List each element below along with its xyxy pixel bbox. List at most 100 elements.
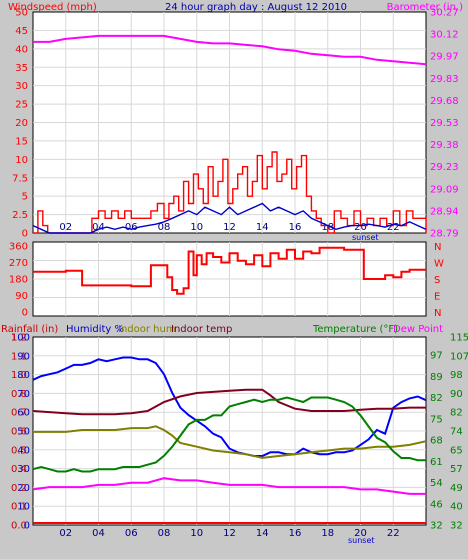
windspeed-tick: 45 bbox=[15, 26, 28, 37]
x-tick-label: 04 bbox=[92, 528, 105, 539]
temp-outer-tick: 32 bbox=[450, 521, 463, 532]
x-tick-label: 22 bbox=[387, 528, 400, 539]
rainfall-tick: 0.1 bbox=[11, 502, 27, 513]
x-tick-label: 08 bbox=[158, 528, 171, 539]
compass-letter: W bbox=[434, 259, 444, 270]
x-tick-label: 20 bbox=[354, 222, 367, 233]
temp-inner-tick: 54 bbox=[430, 478, 443, 489]
barometer-tick: 29.83 bbox=[430, 74, 459, 85]
compass-letter: N bbox=[434, 242, 441, 253]
humidity-tick: 60 bbox=[17, 408, 30, 419]
temp-inner-tick: 97 bbox=[430, 351, 443, 362]
direction-tick: 0 bbox=[22, 308, 28, 319]
windspeed-tick: 40 bbox=[15, 44, 28, 55]
windspeed-tick: 10 bbox=[15, 155, 28, 166]
rainfall-tick: 0.4 bbox=[11, 464, 27, 475]
series-dew-line bbox=[32, 477, 426, 495]
temp-sunset-label: sunset bbox=[348, 536, 375, 545]
rainfall-tick: 1.1 bbox=[11, 351, 27, 362]
x-tick-label: 16 bbox=[289, 222, 302, 233]
rainfall-tick: 1.2 bbox=[11, 333, 27, 344]
panel-wind-barometer: Windspeed (mph) 24 hour graph day : Augu… bbox=[8, 2, 463, 242]
chart-title: 24 hour graph day : August 12 2010 bbox=[165, 2, 347, 13]
barometer-tick-labels: 28.79 28.94 29.09 29.23 29.38 29.53 29.68 29.83… bbox=[430, 8, 459, 240]
wind-x-tick-labels: 02 04 06 08 10 12 14 16 18 20 22 bbox=[59, 222, 399, 233]
humidity-tick: 80 bbox=[17, 370, 30, 381]
barometer-tick: 29.97 bbox=[430, 52, 459, 63]
temp-outer-tick: 90 bbox=[450, 389, 463, 400]
barometer-tick: 29.09 bbox=[430, 184, 459, 195]
barometer-tick: 29.23 bbox=[430, 162, 459, 173]
barometer-tick: 29.68 bbox=[430, 96, 459, 107]
x-tick-label: 10 bbox=[190, 528, 203, 539]
x-tick-label: 14 bbox=[256, 222, 269, 233]
series-temp-line bbox=[32, 396, 426, 473]
x-tick-label: 08 bbox=[158, 222, 171, 233]
direction-grid bbox=[33, 242, 426, 316]
x-tick-label: 12 bbox=[223, 222, 236, 233]
series-hum-line bbox=[32, 356, 427, 457]
humidity-tick: 100 bbox=[11, 333, 30, 344]
humidity-tick: 70 bbox=[17, 389, 30, 400]
temp-inner-tick: 75 bbox=[430, 414, 443, 425]
humidity-tick: 90 bbox=[17, 351, 30, 362]
direction-series bbox=[33, 246, 426, 295]
temp-grid bbox=[33, 337, 426, 525]
temp-outer-tick: 74 bbox=[450, 427, 463, 438]
temp-inner-tick: 82 bbox=[430, 393, 443, 404]
humidity-label: Humidity % bbox=[66, 324, 124, 335]
x-tick-label: 04 bbox=[92, 222, 105, 233]
humidity-tick: 20 bbox=[17, 483, 30, 494]
direction-tick: 180 bbox=[9, 275, 28, 286]
windspeed-tick: 30 bbox=[15, 81, 28, 92]
series-gust-line bbox=[33, 151, 427, 234]
humidity-tick: 10 bbox=[17, 502, 30, 513]
humidity-tick: 40 bbox=[17, 445, 30, 456]
indoor-temp-label: Indoor temp bbox=[171, 324, 232, 335]
series-avg-line bbox=[32, 202, 427, 234]
barometer-tick: 30.12 bbox=[430, 30, 459, 41]
temperature-label: Temperature (°F) bbox=[312, 324, 398, 335]
wind-sunset-label: sunset bbox=[352, 233, 379, 242]
series-ihum-line bbox=[33, 425, 427, 459]
temp-outer-tick: 40 bbox=[450, 502, 463, 513]
series-dir-line bbox=[33, 246, 426, 295]
temp-inner-tick: 89 bbox=[430, 372, 443, 383]
wind-grid bbox=[33, 12, 426, 233]
temp-inner-tick: 46 bbox=[430, 499, 443, 510]
direction-tick: 90 bbox=[15, 291, 28, 302]
rainfall-tick: 0.8 bbox=[11, 389, 27, 400]
temp-series bbox=[32, 356, 427, 524]
barometer-tick: 29.38 bbox=[430, 140, 459, 151]
temp-inner-tick: 61 bbox=[430, 457, 443, 468]
rainfall-label: Rainfall (in) bbox=[1, 324, 58, 335]
x-tick-label: 18 bbox=[321, 528, 334, 539]
rainfall-tick: 0.7 bbox=[11, 408, 27, 419]
x-tick-label: 22 bbox=[387, 222, 400, 233]
windspeed-tick: 7.5 bbox=[12, 173, 28, 184]
series-baro-line bbox=[33, 34, 427, 66]
windspeed-tick-labels: 0 2.5 5 7.5 10 15 20 25 30 35 40 45 50 bbox=[12, 8, 28, 240]
temp-outer-tick: 57 bbox=[450, 464, 463, 475]
windspeed-tick: 35 bbox=[15, 63, 28, 74]
rainfall-tick: 0.5 bbox=[11, 445, 27, 456]
compass-letter: S bbox=[434, 275, 440, 286]
dew-point-label: Dew Point bbox=[393, 324, 443, 335]
direction-tick-labels: 0 90 180 270 360 bbox=[9, 242, 28, 319]
wind-series bbox=[32, 34, 427, 234]
rainfall-tick: 0.6 bbox=[11, 427, 27, 438]
x-tick-label: 20 bbox=[354, 528, 367, 539]
barometer-tick: 28.94 bbox=[430, 206, 459, 217]
x-tick-label: 02 bbox=[59, 528, 72, 539]
direction-tick: 360 bbox=[9, 242, 28, 253]
barometer-tick: 28.79 bbox=[430, 229, 459, 240]
windspeed-tick: 0 bbox=[22, 229, 28, 240]
x-tick-label: 10 bbox=[190, 222, 203, 233]
x-tick-label: 06 bbox=[125, 528, 138, 539]
temp-inner-tick: 32 bbox=[430, 521, 443, 532]
humidity-tick-labels: 0 10 20 30 40 50 60 70 80 90 100 bbox=[11, 333, 30, 532]
